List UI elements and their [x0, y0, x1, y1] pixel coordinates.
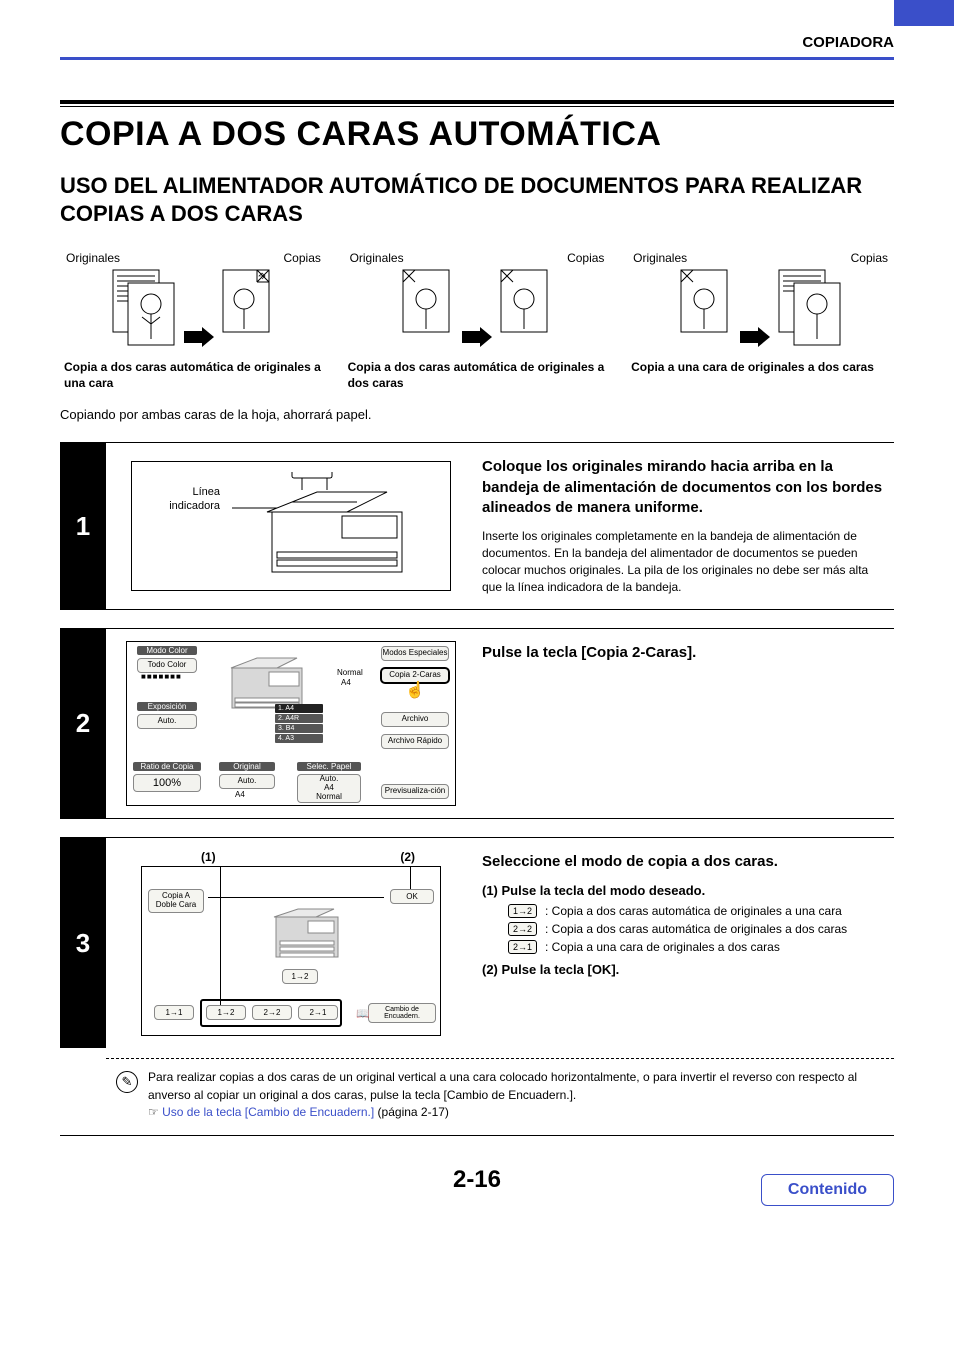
legend-text: : Copia a dos caras automática de origin…: [545, 922, 847, 936]
mode-icon-2-1: 2→1: [508, 940, 537, 954]
exposicion-button[interactable]: Auto.: [137, 714, 197, 729]
copies-label: Copias: [851, 251, 888, 265]
note-icon: ✎: [116, 1071, 138, 1093]
cambio-encuadern-button[interactable]: Cambio de Encuadern.: [368, 1003, 436, 1023]
papel-button[interactable]: Auto. A4 Normal: [297, 774, 361, 802]
mode-1-2-button[interactable]: 1→2: [206, 1005, 246, 1020]
book-icon: 📖: [356, 1007, 370, 1020]
step-3-title: Seleccione el modo de copia a dos caras.: [482, 852, 888, 872]
mode-2-1-button[interactable]: 2→1: [298, 1005, 338, 1020]
modo-color-label: Modo Color: [137, 646, 197, 655]
list-item[interactable]: 4. A3: [275, 734, 323, 743]
paper-saving-note: Copiando por ambas caras de la hoja, aho…: [60, 407, 894, 422]
indicator-label: Línea indicadora: [142, 486, 220, 512]
legend-text: : Copia a dos caras automática de origin…: [545, 904, 842, 918]
ok-button[interactable]: OK: [390, 889, 434, 904]
step-2: 2 Modo Color Todo Color ■■■■■■■ Exposici…: [60, 628, 894, 819]
hand-pointer-icon: ☝: [405, 680, 425, 700]
originals-label: Originales: [633, 251, 687, 265]
original-label: Original: [219, 762, 275, 771]
copia-doble-cara-label: Copia A Doble Cara: [148, 889, 204, 913]
arrow-icon: [462, 327, 492, 347]
copy-mode-diagrams: Originales Copias: [60, 251, 894, 391]
exposicion-label: Exposición: [137, 702, 197, 711]
step-1-figure: Línea indicadora: [131, 461, 451, 591]
ratio-button[interactable]: 100%: [133, 774, 201, 792]
substep-1: (1) Pulse la tecla del modo deseado.: [482, 883, 888, 898]
step-1-number: 1: [60, 443, 106, 609]
copies-icon: [500, 269, 552, 347]
title-rule-thin: [60, 106, 894, 107]
footnote-link[interactable]: Uso de la tecla [Cambio de Encuadern.]: [162, 1105, 374, 1119]
step-1-title: Coloque los originales mirando hacia arr…: [482, 457, 888, 518]
step-1: 1: [60, 442, 894, 610]
color-dots: ■■■■■■■: [141, 672, 182, 681]
title-rule-thick: [60, 100, 894, 104]
step-2-number: 2: [60, 629, 106, 818]
previsualizacion-button[interactable]: Previsualiza-ción: [381, 784, 449, 799]
callout-1-label: (1): [201, 850, 216, 864]
mode-2-2-button[interactable]: 2→2: [252, 1005, 292, 1020]
modos-especiales-button[interactable]: Modos Especiales: [381, 646, 449, 661]
copy-mode-1-desc: Copia a dos caras automática de original…: [60, 359, 327, 391]
mode-icon-1-2: 1→2: [508, 904, 537, 918]
ratio-label: Ratio de Copia: [133, 762, 201, 771]
originals-icon: [402, 269, 454, 347]
step-1-text: Inserte los originales completamente en …: [482, 528, 888, 595]
normal-label: Normal: [337, 668, 363, 677]
mode-1-1-button[interactable]: 1→1: [154, 1005, 194, 1020]
papel-normal: Normal: [298, 793, 360, 802]
modo-color-button[interactable]: Todo Color: [137, 658, 197, 673]
originals-label: Originales: [66, 251, 120, 265]
section-header: COPIADORA: [60, 34, 894, 51]
footnote-text: Para realizar copias a dos caras de un o…: [148, 1069, 884, 1121]
header-color-tab: [894, 0, 954, 26]
list-item[interactable]: 3. B4: [275, 724, 323, 733]
step-2-title: Pulse la tecla [Copia 2-Caras].: [482, 643, 888, 663]
step-2-panel: Modo Color Todo Color ■■■■■■■ Exposición…: [126, 641, 456, 806]
legend-row: 1→2 : Copia a dos caras automática de or…: [508, 904, 888, 918]
substep-2: (2) Pulse la tecla [OK].: [482, 962, 888, 977]
copy-mode-1: Originales Copias: [60, 251, 327, 391]
originals-label: Originales: [350, 251, 404, 265]
originals-icon: [680, 269, 732, 347]
page-title: COPIA A DOS CARAS AUTOMÁTICA: [60, 115, 894, 154]
legend-row: 2→2 : Copia a dos caras automática de or…: [508, 922, 888, 936]
copy-mode-3: Originales Copias: [627, 251, 894, 391]
a4-label: A4: [341, 678, 351, 687]
archivo-rapido-button[interactable]: Archivo Rápido: [381, 734, 449, 749]
callout-2-label: (2): [400, 850, 415, 864]
sel-display: 1→2: [282, 969, 318, 984]
copy-mode-2-desc: Copia a dos caras automática de original…: [344, 359, 611, 391]
legend-row: 2→1 : Copia a una cara de originales a d…: [508, 940, 888, 954]
copy-mode-2: Originales Copias: [344, 251, 611, 391]
list-item[interactable]: 1. A4: [275, 704, 323, 713]
copies-label: Copias: [284, 251, 321, 265]
copy-mode-3-desc: Copia a una cara de originales a dos car…: [627, 359, 894, 375]
dotted-divider: [106, 1058, 894, 1059]
copier-icon: [272, 907, 342, 963]
papel-label: Selec. Papel: [297, 762, 361, 771]
original-size: A4: [235, 790, 245, 799]
step-3-panel: Copia A Doble Cara OK 1→2 1→1: [141, 866, 441, 1036]
step-3: 3 (1) (2) Copia A Doble Cara OK: [60, 837, 894, 1136]
arrow-icon: [740, 327, 770, 347]
copies-icon: [778, 269, 842, 347]
header-rule: [60, 57, 894, 60]
copies-label: Copias: [567, 251, 604, 265]
archivo-button[interactable]: Archivo: [381, 712, 449, 727]
copies-icon: [222, 269, 274, 347]
arrow-icon: [184, 327, 214, 347]
originals-icon: [112, 269, 176, 347]
page-subtitle: USO DEL ALIMENTADOR AUTOMÁTICO DE DOCUME…: [60, 172, 894, 227]
mode-icon-2-2: 2→2: [508, 922, 537, 936]
legend-text: : Copia a una cara de originales a dos c…: [545, 940, 780, 954]
contenido-button[interactable]: Contenido: [761, 1174, 894, 1206]
list-item[interactable]: 2. A4R: [275, 714, 323, 723]
original-button[interactable]: Auto.: [219, 774, 275, 789]
step-3-number: 3: [60, 838, 106, 1048]
